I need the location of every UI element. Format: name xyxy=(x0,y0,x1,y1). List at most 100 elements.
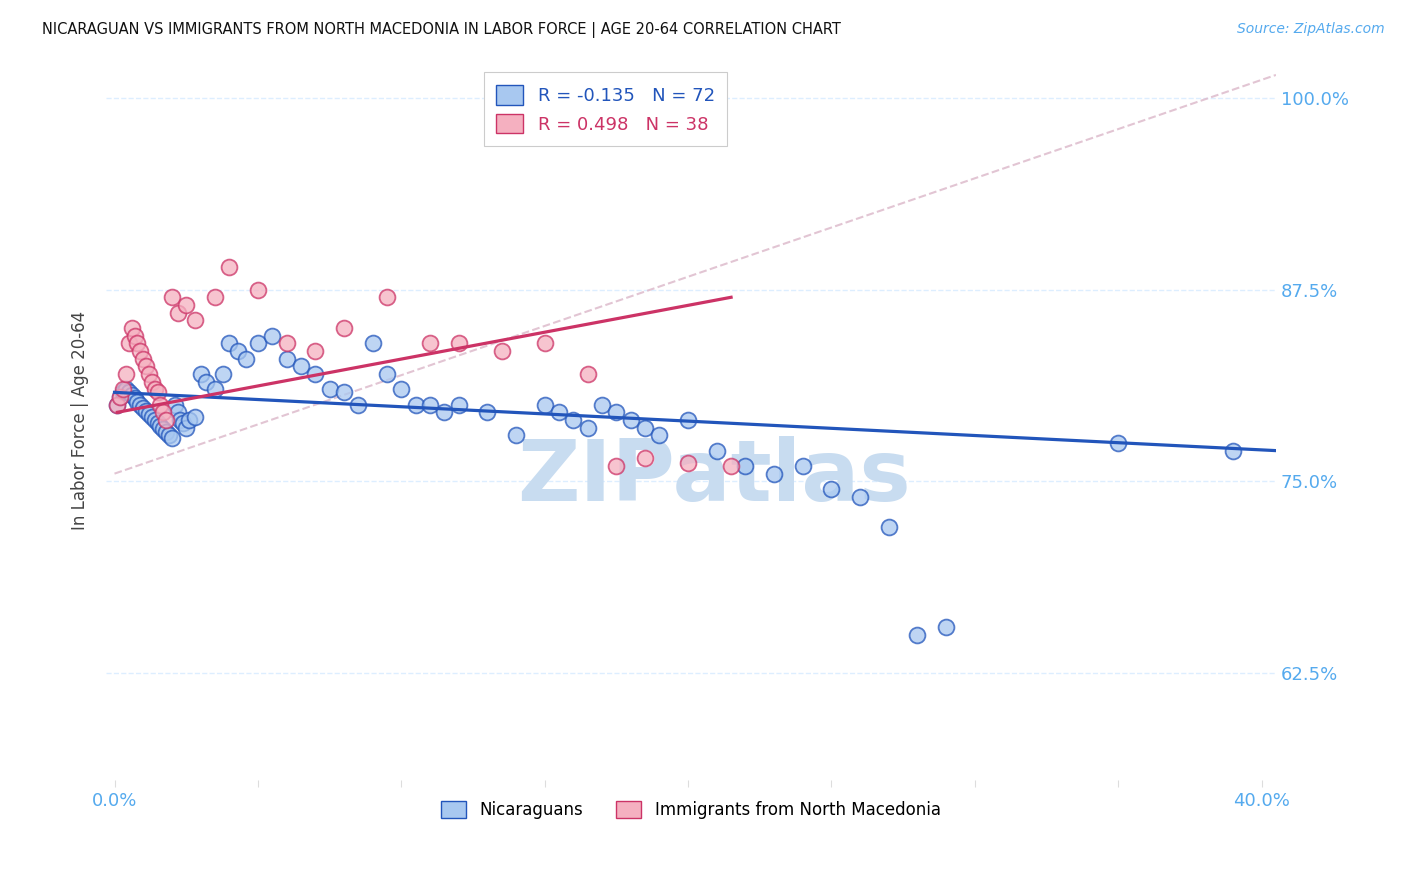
Point xyxy=(907,627,929,641)
Point xyxy=(127,336,149,351)
Point xyxy=(110,390,132,404)
Point xyxy=(620,413,643,427)
Point xyxy=(132,401,155,415)
Point xyxy=(135,403,157,417)
Point xyxy=(477,405,499,419)
Point xyxy=(419,398,441,412)
Point xyxy=(533,398,555,412)
Text: NICARAGUAN VS IMMIGRANTS FROM NORTH MACEDONIA IN LABOR FORCE | AGE 20-64 CORRELA: NICARAGUAN VS IMMIGRANTS FROM NORTH MACE… xyxy=(42,22,841,38)
Point xyxy=(706,443,728,458)
Point xyxy=(115,367,138,381)
Point xyxy=(734,458,756,473)
Point xyxy=(576,420,599,434)
Point xyxy=(361,336,384,351)
Point xyxy=(195,375,218,389)
Point xyxy=(190,367,212,381)
Point xyxy=(877,520,900,534)
Point xyxy=(112,385,135,400)
Point xyxy=(112,382,135,396)
Point xyxy=(792,458,814,473)
Point xyxy=(132,351,155,366)
Point xyxy=(204,290,226,304)
Point xyxy=(177,413,200,427)
Point xyxy=(676,413,699,427)
Point xyxy=(491,343,513,358)
Point xyxy=(576,367,599,381)
Point xyxy=(419,336,441,351)
Point xyxy=(347,398,370,412)
Point xyxy=(820,482,842,496)
Point xyxy=(129,398,152,412)
Point xyxy=(262,328,284,343)
Point xyxy=(149,419,172,434)
Point xyxy=(849,490,872,504)
Point xyxy=(433,405,456,419)
Point xyxy=(246,336,269,351)
Point xyxy=(160,431,183,445)
Point xyxy=(169,413,191,427)
Point xyxy=(163,398,186,412)
Point xyxy=(138,407,160,421)
Point xyxy=(634,420,657,434)
Point xyxy=(174,298,197,312)
Point xyxy=(235,351,257,366)
Point xyxy=(935,620,957,634)
Point xyxy=(124,392,146,406)
Point xyxy=(212,367,235,381)
Point xyxy=(447,398,470,412)
Point xyxy=(218,336,240,351)
Point xyxy=(648,428,671,442)
Point xyxy=(447,336,470,351)
Point xyxy=(127,394,149,409)
Point xyxy=(121,321,143,335)
Point xyxy=(676,456,699,470)
Point xyxy=(204,382,226,396)
Point xyxy=(318,382,340,396)
Point xyxy=(172,416,194,430)
Point xyxy=(276,336,298,351)
Point xyxy=(155,425,177,440)
Point xyxy=(720,458,742,473)
Point xyxy=(290,359,312,374)
Point xyxy=(246,283,269,297)
Point xyxy=(118,336,141,351)
Text: Source: ZipAtlas.com: Source: ZipAtlas.com xyxy=(1237,22,1385,37)
Point xyxy=(121,388,143,402)
Point xyxy=(166,305,188,319)
Point xyxy=(135,359,157,374)
Point xyxy=(105,398,128,412)
Point xyxy=(533,336,555,351)
Y-axis label: In Labor Force | Age 20-64: In Labor Force | Age 20-64 xyxy=(72,310,89,530)
Point xyxy=(143,413,166,427)
Point xyxy=(149,398,172,412)
Point xyxy=(138,367,160,381)
Point xyxy=(375,367,398,381)
Point xyxy=(115,382,138,396)
Point xyxy=(562,413,585,427)
Point xyxy=(152,405,174,419)
Point xyxy=(763,467,786,481)
Point xyxy=(141,375,163,389)
Point xyxy=(129,343,152,358)
Point xyxy=(405,398,427,412)
Point xyxy=(160,290,183,304)
Point xyxy=(605,405,627,419)
Point xyxy=(143,382,166,396)
Point xyxy=(333,321,356,335)
Point xyxy=(389,382,412,396)
Point xyxy=(146,416,169,430)
Point xyxy=(105,398,128,412)
Point xyxy=(226,343,249,358)
Point xyxy=(124,328,146,343)
Point xyxy=(304,367,326,381)
Point xyxy=(146,385,169,400)
Legend: Nicaraguans, Immigrants from North Macedonia: Nicaraguans, Immigrants from North Maced… xyxy=(434,795,948,826)
Point xyxy=(591,398,613,412)
Point xyxy=(218,260,240,274)
Point xyxy=(548,405,571,419)
Point xyxy=(174,420,197,434)
Point xyxy=(605,458,627,473)
Point xyxy=(184,313,207,327)
Point xyxy=(118,385,141,400)
Point xyxy=(152,422,174,436)
